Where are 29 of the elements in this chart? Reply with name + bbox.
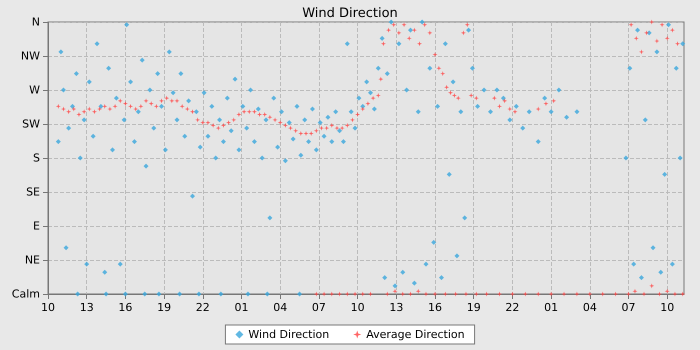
- x-tick-label: 22: [505, 301, 520, 314]
- x-tick-label: 01: [234, 301, 249, 314]
- category-label: Calm: [12, 288, 40, 300]
- x-tick-label: 01: [544, 301, 558, 314]
- x-tick-label: 04: [582, 301, 597, 314]
- category-label: S: [33, 152, 40, 164]
- x-tick-label: 19: [157, 301, 172, 314]
- x-tick-label: 10: [41, 301, 55, 314]
- x-tick-label: 10: [350, 301, 365, 314]
- x-tick-label: 22: [196, 301, 210, 314]
- x-tick-label: 13: [80, 301, 94, 314]
- category-label: SE: [26, 186, 40, 198]
- x-tick-label: 16: [428, 301, 442, 314]
- x-tick-label: 16: [118, 301, 132, 314]
- x-tick-label: 13: [389, 301, 404, 314]
- legend-label: Wind Direction: [248, 328, 330, 341]
- category-label: NE: [24, 254, 40, 266]
- x-tick-label: 10: [660, 301, 674, 314]
- category-label: E: [33, 220, 40, 232]
- x-tick-label: 04: [273, 301, 288, 314]
- category-label: N: [32, 16, 40, 28]
- x-tick-label: 19: [466, 301, 481, 314]
- category-label: W: [29, 84, 40, 96]
- x-tick-label: 07: [622, 301, 636, 314]
- legend-label: Average Direction: [366, 328, 465, 341]
- x-tick-label: 07: [312, 301, 326, 314]
- category-label: SW: [22, 118, 40, 130]
- category-label: NW: [20, 50, 40, 62]
- chart-title: Wind Direction: [302, 6, 398, 21]
